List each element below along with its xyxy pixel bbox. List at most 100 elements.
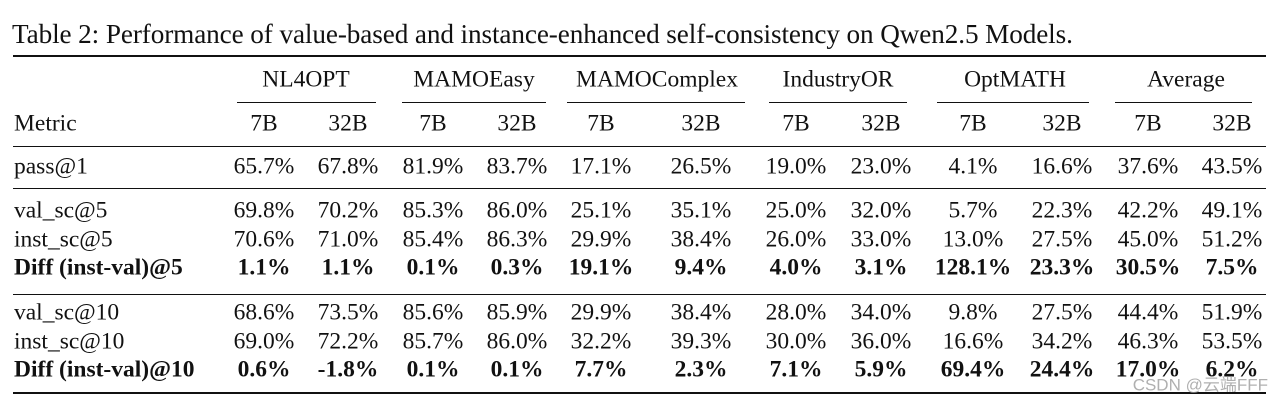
table-cell: 69.4%: [940, 356, 1006, 383]
table-cell: 23.0%: [850, 153, 912, 180]
column-group-header: Average: [1147, 66, 1225, 93]
table-cell: 17.0%: [1115, 356, 1181, 383]
table-cell: 68.6%: [233, 299, 295, 326]
metric-header: Metric: [14, 110, 77, 137]
table-cell: 67.8%: [317, 153, 379, 180]
model-size-header: 7B: [419, 110, 447, 137]
table-cell: 73.5%: [317, 299, 379, 326]
group-underline: [237, 102, 376, 103]
table-cell: 9.4%: [674, 254, 728, 281]
table-cell: 83.7%: [486, 153, 548, 180]
table-cell: 85.3%: [402, 197, 464, 224]
column-group-header: MAMOEasy: [413, 66, 535, 93]
table-cell: 35.1%: [670, 197, 732, 224]
table-cell: 65.7%: [233, 153, 295, 180]
group-underline: [769, 102, 907, 103]
table-cell: 3.1%: [854, 254, 908, 281]
table-cell: 24.4%: [1029, 356, 1095, 383]
table-cell: 19.0%: [765, 153, 827, 180]
row-label: Diff (inst-val)@10: [14, 356, 195, 383]
table-cell: 16.6%: [1031, 153, 1093, 180]
table-cell: 49.1%: [1201, 197, 1263, 224]
table-cell: 46.3%: [1117, 328, 1179, 355]
model-size-header: 7B: [587, 110, 615, 137]
table-cell: 36.0%: [850, 328, 912, 355]
table-cell: 25.1%: [570, 197, 632, 224]
table-cell: 32.2%: [570, 328, 632, 355]
model-size-header: 7B: [959, 110, 987, 137]
table-cell: 128.1%: [934, 254, 1012, 281]
table-caption: Table 2: Performance of value-based and …: [12, 19, 1073, 49]
table-cell: 0.3%: [490, 254, 544, 281]
table-cell: 1.1%: [237, 254, 291, 281]
table-cell: 45.0%: [1117, 226, 1179, 253]
table-cell: 37.6%: [1117, 153, 1179, 180]
column-group-header: OptMATH: [964, 66, 1066, 93]
table-cell: 30.5%: [1115, 254, 1181, 281]
section-rule-2: [13, 294, 1266, 295]
table-cell: 72.2%: [317, 328, 379, 355]
watermark: CSDN @云端FFF: [1132, 375, 1268, 395]
table-cell: -1.8%: [317, 356, 379, 383]
column-group-header: IndustryOR: [782, 66, 894, 93]
table-cell: 53.5%: [1201, 328, 1263, 355]
table-cell: 2.3%: [674, 356, 728, 383]
model-size-header: 32B: [1042, 110, 1082, 137]
table-cell: 22.3%: [1031, 197, 1093, 224]
table-cell: 43.5%: [1201, 153, 1263, 180]
row-label: Diff (inst-val)@5: [14, 254, 183, 281]
table-cell: 5.7%: [948, 197, 998, 224]
table-cell: 39.3%: [670, 328, 732, 355]
table-cell: 6.2%: [1205, 356, 1259, 383]
table-cell: 38.4%: [670, 299, 732, 326]
table-cell: 23.3%: [1029, 254, 1095, 281]
column-group-header: MAMOComplex: [576, 66, 738, 93]
group-underline: [937, 102, 1089, 103]
row-label: inst_sc@5: [14, 226, 113, 253]
table-cell: 29.9%: [570, 299, 632, 326]
model-size-header: 32B: [328, 110, 368, 137]
table-cell: 0.1%: [406, 356, 460, 383]
table-cell: 5.9%: [854, 356, 908, 383]
table-cell: 0.1%: [490, 356, 544, 383]
table-cell: 44.4%: [1117, 299, 1179, 326]
table-cell: 71.0%: [317, 226, 379, 253]
table-cell: 86.3%: [486, 226, 548, 253]
table-cell: 32.0%: [850, 197, 912, 224]
table-cell: 42.2%: [1117, 197, 1179, 224]
group-underline: [402, 102, 546, 103]
row-label: pass@1: [14, 153, 88, 180]
table-cell: 81.9%: [402, 153, 464, 180]
column-group-header: NL4OPT: [262, 66, 350, 93]
table-cell: 17.1%: [570, 153, 632, 180]
table-cell: 27.5%: [1031, 299, 1093, 326]
model-size-header: 32B: [861, 110, 901, 137]
top-rule: [13, 55, 1266, 57]
table-cell: 13.0%: [942, 226, 1004, 253]
table-cell: 33.0%: [850, 226, 912, 253]
table-cell: 85.4%: [402, 226, 464, 253]
table-cell: 7.1%: [769, 356, 823, 383]
table-cell: 38.4%: [670, 226, 732, 253]
table-cell: 7.5%: [1205, 254, 1259, 281]
section-rule-1: [13, 188, 1266, 189]
table-cell: 9.8%: [948, 299, 998, 326]
table-cell: 70.2%: [317, 197, 379, 224]
table-cell: 19.1%: [568, 254, 634, 281]
bottom-rule: [13, 392, 1266, 394]
table-cell: 28.0%: [765, 299, 827, 326]
table-cell: 34.2%: [1031, 328, 1093, 355]
table-cell: 0.1%: [406, 254, 460, 281]
table-cell: 30.0%: [765, 328, 827, 355]
row-label: inst_sc@10: [14, 328, 125, 355]
model-size-header: 7B: [250, 110, 278, 137]
model-size-header: 32B: [1212, 110, 1252, 137]
table-cell: 85.7%: [402, 328, 464, 355]
table-cell: 7.7%: [574, 356, 628, 383]
table-cell: 0.6%: [237, 356, 291, 383]
table-cell: 86.0%: [486, 197, 548, 224]
table-cell: 16.6%: [942, 328, 1004, 355]
table-cell: 70.6%: [233, 226, 295, 253]
table-cell: 51.9%: [1201, 299, 1263, 326]
table-cell: 4.1%: [948, 153, 998, 180]
